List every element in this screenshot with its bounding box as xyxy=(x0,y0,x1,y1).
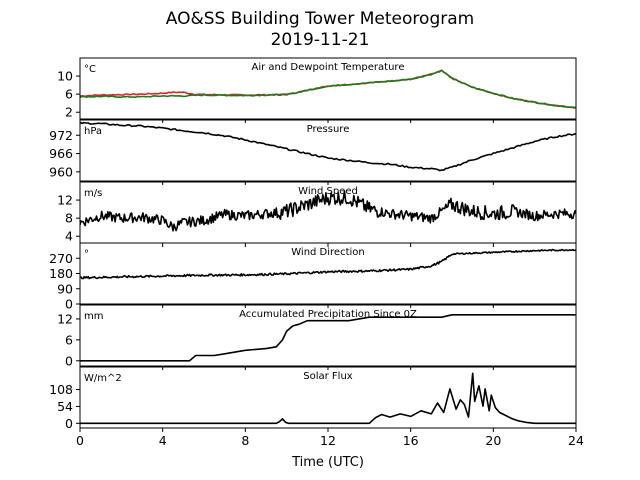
x-axis: 0 4 8 12 16 20 24 xyxy=(76,433,584,448)
x-tick-label-3: 12 xyxy=(320,433,336,448)
panels-group: 2 6 10 °C Air and Dewpoint Temperature 960 966… xyxy=(49,57,577,432)
panel-1-ytick-label-1: 966 xyxy=(49,146,73,161)
panel-0-ytick-label-1: 6 xyxy=(65,87,73,102)
panel-4-unit-label: mm xyxy=(84,311,103,322)
panel-1-title: Pressure xyxy=(307,124,350,135)
panel-2-ytick-label-2: 12 xyxy=(57,193,73,208)
panel-3-ytick-label-0: 0 xyxy=(65,297,73,312)
x-tick-label-1: 4 xyxy=(159,433,167,448)
panel-3-ytick-label-1: 90 xyxy=(57,281,73,296)
panel-4-ytick-label-2: 12 xyxy=(57,311,73,326)
panel-0-unit-label: °C xyxy=(84,64,96,75)
x-axis-label: Time (UTC) xyxy=(291,455,364,470)
panel-2-ytick-label-1: 8 xyxy=(65,211,73,226)
figure-title-line2: 2019-11-21 xyxy=(271,30,370,50)
panel-5-series-0-line xyxy=(80,372,576,425)
panel-0-series-0-line xyxy=(80,69,576,109)
panel-2-ytick-label-0: 4 xyxy=(65,229,73,244)
figure-title-line1: AO&SS Building Tower Meteorogram xyxy=(166,9,474,29)
panel-4-title: Accumulated Precipitation Since 0Z xyxy=(239,309,417,320)
panel-2-title: Wind Speed xyxy=(298,186,358,197)
panel-2-unit-label: m/s xyxy=(84,188,102,199)
panel-3-ytick-label-3: 270 xyxy=(49,251,73,266)
x-tick-label-0: 0 xyxy=(76,433,84,448)
panel-0-ytick-label-0: 2 xyxy=(65,105,73,120)
panel-0-title: Air and Dewpoint Temperature xyxy=(252,62,405,73)
panel-1-series-0-line xyxy=(80,121,576,172)
panel-3-series-0-line xyxy=(80,248,576,280)
panel-0-ytick-label-2: 10 xyxy=(57,69,73,84)
panel-1-ytick-label-2: 972 xyxy=(49,128,73,143)
x-tick-label-6: 24 xyxy=(568,433,584,448)
panel-5-unit-label: W/m^2 xyxy=(84,373,122,384)
x-tick-label-5: 20 xyxy=(485,433,501,448)
panel-5-ytick-label-2: 108 xyxy=(49,382,73,397)
panel-5-title: Solar Flux xyxy=(303,371,353,382)
panel-5-ytick-label-1: 54 xyxy=(57,399,73,414)
x-tick-label-2: 8 xyxy=(241,433,249,448)
panel-4-ytick-label-1: 6 xyxy=(65,332,73,347)
panel-3-title: Wind Direction xyxy=(291,247,365,258)
panel-0-series-1-line xyxy=(80,69,576,109)
panel-1-unit-label: hPa xyxy=(84,126,102,137)
panel-4-series-0-line xyxy=(80,314,576,362)
panel-3-unit-label: ° xyxy=(84,249,89,260)
panel-2-series-0-line xyxy=(80,190,576,232)
panel-4-ytick-label-0: 0 xyxy=(65,353,73,368)
panel-5-ytick-label-0: 0 xyxy=(65,416,73,431)
panel-3-ytick-label-2: 180 xyxy=(49,266,73,281)
panel-1-ytick-label-0: 960 xyxy=(49,164,73,179)
x-tick-label-4: 16 xyxy=(403,433,419,448)
